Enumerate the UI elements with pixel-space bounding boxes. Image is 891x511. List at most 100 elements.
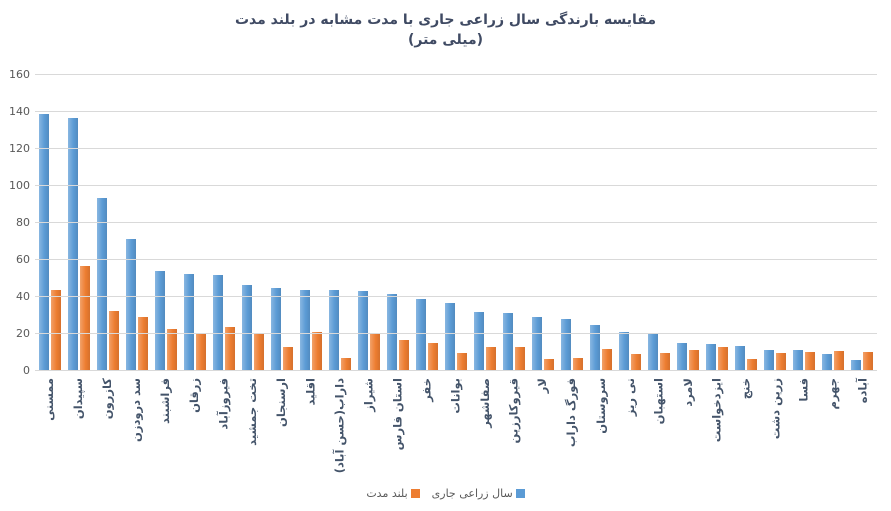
x-axis-category: قیروکارزین — [500, 378, 529, 490]
bar-group — [35, 75, 64, 371]
x-axis-label: صفاشهر — [477, 378, 492, 428]
legend-label: بلند مدت — [366, 487, 408, 500]
gridline — [35, 296, 877, 297]
bar-long-term — [718, 346, 729, 371]
x-axis-label: اقلید — [303, 378, 318, 406]
x-axis-category: اقلید — [296, 378, 325, 490]
bar-long-term — [631, 354, 642, 371]
bar-long-term — [573, 358, 584, 371]
bar-group — [645, 75, 674, 371]
bar-group — [470, 75, 499, 371]
bar-group — [674, 75, 703, 371]
bar-long-term — [515, 346, 526, 371]
x-axis-category: فیروزآباد — [209, 378, 238, 490]
bar-current-year — [473, 311, 484, 371]
x-axis-category: ممسنی — [35, 378, 64, 490]
bar-group — [587, 75, 616, 371]
bar-group — [412, 75, 441, 371]
chart-title-line1: مقایسه بارندگی سال زراعی جاری با مدت مشا… — [234, 12, 657, 28]
x-axis-category: آباده — [848, 378, 877, 490]
legend-swatch — [410, 489, 420, 498]
x-axis-category: سد درودزن — [122, 378, 151, 490]
x-axis-label: قیروکارزین — [506, 378, 521, 444]
bar-group — [761, 75, 790, 371]
bar-group — [296, 75, 325, 371]
x-axis-category: سروستان — [587, 378, 616, 490]
bar-long-term — [224, 326, 235, 371]
bar-current-year — [793, 349, 804, 371]
x-axis-category: فورگ داراب — [558, 378, 587, 490]
x-axis-label: ایزدخواست — [709, 378, 724, 443]
x-axis-category: زرقان — [180, 378, 209, 490]
y-axis-tick-label: 160 — [9, 68, 30, 81]
bar-current-year — [503, 312, 514, 371]
legend: بلند مدت سال زراعی جاری — [0, 487, 891, 500]
x-axis-label: ممسنی — [42, 378, 57, 421]
x-axis-label: سد درودزن — [129, 378, 144, 442]
x-axis-category: داراب(حسن آباد) — [325, 378, 354, 490]
bar-long-term — [108, 310, 119, 371]
chart-title-line2: (میلی متر) — [407, 32, 484, 48]
y-axis-tick-label: 40 — [16, 290, 30, 303]
x-axis-label: جهرم — [825, 378, 840, 410]
bar-long-term — [311, 332, 322, 371]
x-axis-category: فسا — [790, 378, 819, 490]
bar-long-term — [340, 358, 351, 371]
x-axis-label: استان فارس — [390, 378, 405, 451]
x-axis-label: زرقان — [187, 378, 202, 413]
chart-title: مقایسه بارندگی سال زراعی جاری با مدت مشا… — [0, 10, 891, 50]
bar-group — [325, 75, 354, 371]
y-axis-tick-label: 20 — [16, 327, 30, 340]
x-axis-category: صفاشهر — [470, 378, 499, 490]
x-axis-line — [35, 370, 877, 371]
bar-current-year — [735, 346, 746, 371]
gridline — [35, 222, 877, 223]
x-axis-label: فسا — [796, 378, 811, 402]
bar-group — [441, 75, 470, 371]
x-axis-category: سپیدان — [64, 378, 93, 490]
y-axis-tick-label: 80 — [16, 216, 30, 229]
bar-group — [238, 75, 267, 371]
x-axis-category: خفر — [412, 378, 441, 490]
bar-current-year — [328, 289, 339, 371]
bar-current-year — [648, 333, 659, 371]
bar-current-year — [677, 343, 688, 371]
bar-group — [732, 75, 761, 371]
bar-long-term — [602, 348, 613, 371]
gridline — [35, 185, 877, 186]
bar-current-year — [241, 284, 252, 371]
bar-current-year — [183, 273, 194, 371]
x-axis-category: کازرون — [93, 378, 122, 490]
bar-long-term — [660, 352, 671, 371]
bar-group — [122, 75, 151, 371]
x-axis-label: زرین دشت — [767, 378, 782, 440]
x-axis-label: فراشبند — [158, 378, 173, 424]
bars-layer — [35, 75, 877, 371]
bar-current-year — [619, 332, 630, 371]
bar-long-term — [427, 343, 438, 371]
legend-item: بلند مدت — [366, 487, 420, 500]
bar-current-year — [357, 290, 368, 371]
x-axis-label: استهبان — [651, 378, 666, 425]
x-axis-category: جهرم — [819, 378, 848, 490]
bar-group — [383, 75, 412, 371]
x-axis-category: لامرد — [674, 378, 703, 490]
x-axis-category: نی ریز — [616, 378, 645, 490]
bar-group — [267, 75, 296, 371]
x-axis-category: خنج — [732, 378, 761, 490]
bar-group — [529, 75, 558, 371]
bar-long-term — [689, 349, 700, 371]
y-axis-tick-label: 100 — [9, 179, 30, 192]
bar-current-year — [386, 294, 397, 371]
x-axis-category: تخت جمشید — [238, 378, 267, 490]
bar-long-term — [369, 334, 380, 371]
x-axis-label: آباده — [854, 378, 869, 404]
bar-group — [93, 75, 122, 371]
bar-long-term — [747, 358, 758, 371]
y-axis-tick-label: 0 — [23, 364, 30, 377]
bar-group — [819, 75, 848, 371]
bar-long-term — [863, 351, 874, 371]
x-axis-label: نی ریز — [622, 378, 637, 417]
bar-long-term — [253, 334, 264, 371]
x-axis-label: کازرون — [100, 378, 115, 420]
